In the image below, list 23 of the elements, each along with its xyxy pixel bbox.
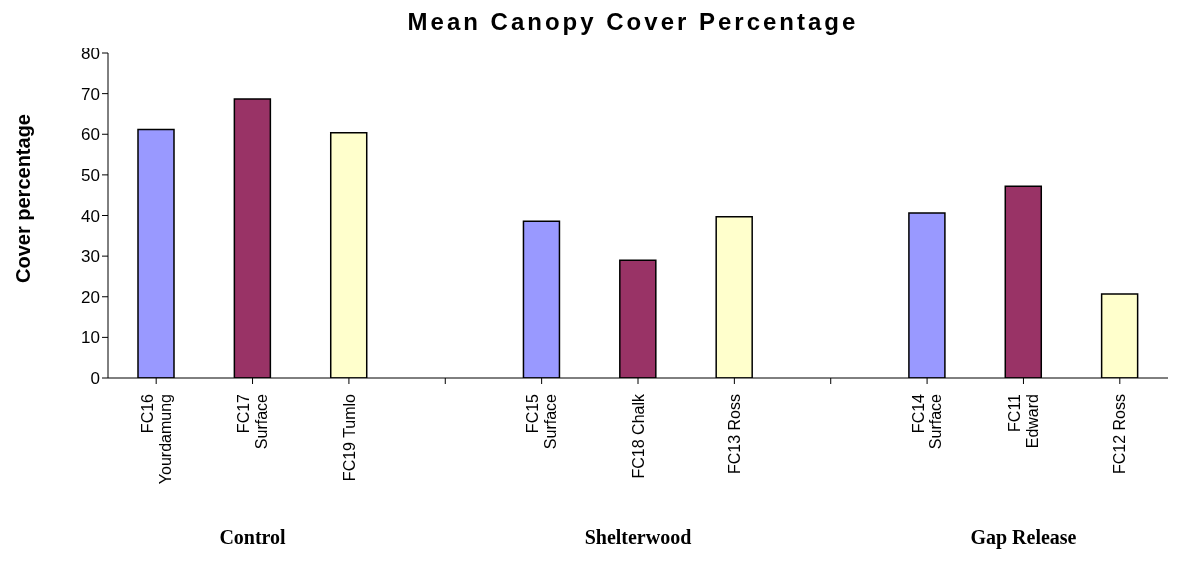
x-tick-label: FC11 Edward — [1006, 393, 1041, 449]
text: Shelterwood — [583, 526, 693, 549]
y-tick-label: 10 — [81, 328, 100, 348]
x-tick-label: FC17 Surface — [235, 393, 270, 450]
y-tick-label: 60 — [81, 125, 100, 145]
x-tick-label: FC18 Chalk — [629, 393, 647, 479]
y-tick-label: 80 — [81, 44, 100, 64]
x-tick-label: FC14 Surface — [909, 393, 945, 450]
x-tick-label: FC19 Tumlo — [340, 393, 358, 482]
x-tick-label: FC12 Ross — [1111, 394, 1129, 475]
y-axis-title: Cover percentage — [11, 113, 35, 283]
x-tick-label: FC16 Yourdamung — [138, 393, 174, 485]
y-tick-label: 50 — [81, 165, 100, 185]
y-tick-label: 70 — [81, 84, 100, 104]
x-tick-label: FC15 Surface — [524, 393, 560, 450]
chart-title: Mean Canopy Cover Percentage — [407, 8, 859, 35]
y-tick-label: 20 — [81, 287, 100, 307]
y-tick-label: 0 — [90, 369, 100, 389]
x-tick-label: FC13 Ross — [725, 394, 743, 475]
y-tick-label: 30 — [81, 247, 100, 267]
y-tick-label: 40 — [81, 206, 100, 226]
text: Gap Release — [969, 526, 1078, 549]
text: Control — [218, 526, 287, 549]
